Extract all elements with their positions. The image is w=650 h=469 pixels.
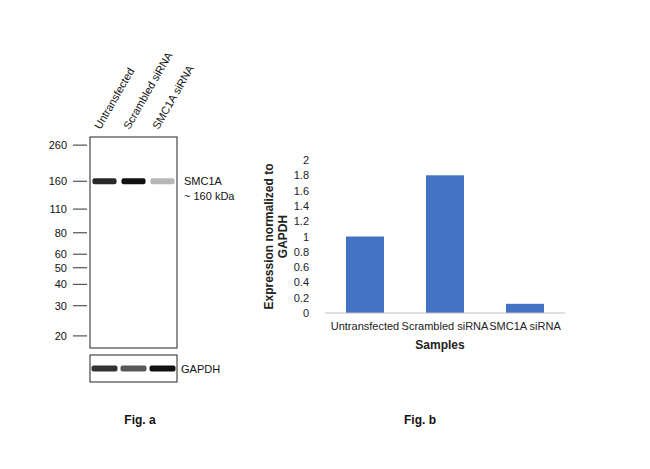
- x-tick-label: Untransfected: [331, 320, 399, 332]
- y-tick-label: 1: [303, 231, 309, 243]
- marker-tick: [73, 232, 87, 233]
- marker-label: 30: [55, 300, 67, 312]
- y-tick: [322, 160, 325, 161]
- target-band: [122, 178, 146, 184]
- loading-band: [150, 366, 176, 372]
- y-tick-label: 0.4: [294, 276, 309, 288]
- y-tick: [322, 205, 325, 206]
- bar: [346, 237, 384, 314]
- y-tick: [322, 236, 325, 237]
- y-tick: [322, 297, 325, 298]
- loading-frame: [90, 355, 177, 382]
- marker-label: 160: [49, 175, 67, 187]
- marker-tick: [73, 209, 87, 210]
- marker-label: 110: [49, 203, 67, 215]
- marker-tick: [73, 284, 87, 285]
- y-tick-label: 0.2: [294, 292, 309, 304]
- y-tick: [322, 175, 325, 176]
- caption: Fig. a: [124, 413, 156, 427]
- lane-label: SMC1A siRNA: [150, 62, 196, 131]
- y-tick: [322, 251, 325, 252]
- y-tick: [322, 221, 325, 222]
- marker-tick: [73, 335, 87, 336]
- y-tick: [322, 190, 325, 191]
- y-tick-label: 1.2: [294, 215, 309, 227]
- y-tick-label: 1.8: [294, 169, 309, 181]
- marker-label: 40: [55, 278, 67, 290]
- target-band: [151, 178, 175, 184]
- loading-band: [92, 366, 118, 372]
- marker-tick: [73, 267, 87, 268]
- y-axis-label: Expression normalized toGAPDH: [262, 163, 290, 309]
- x-tick-label: SMC1A siRNA: [489, 320, 561, 332]
- marker-label: 20: [55, 330, 67, 342]
- loading-label: GAPDH: [181, 363, 220, 375]
- x-axis-label: Samples: [415, 338, 465, 352]
- bar: [426, 175, 464, 313]
- caption: Fig. b: [404, 413, 436, 427]
- bar: [506, 304, 544, 313]
- marker-tick: [73, 145, 87, 146]
- y-axis: [325, 160, 326, 313]
- bars: [346, 175, 544, 313]
- target-band: [93, 178, 117, 184]
- y-tick-label: 0.8: [294, 246, 309, 258]
- size-label: ~ 160 kDa: [184, 190, 235, 202]
- marker-label: 60: [55, 248, 67, 260]
- x-tick-label: Scrambled siRNA: [402, 320, 489, 332]
- y-tick-label: 2: [303, 154, 309, 166]
- marker-tick: [73, 254, 87, 255]
- marker-label: 80: [55, 227, 67, 239]
- marker-tick: [73, 305, 87, 306]
- y-tick: [322, 313, 325, 314]
- marker-tick: [73, 181, 87, 182]
- marker-label: 260: [49, 139, 67, 151]
- y-tick-label: 1.4: [294, 200, 309, 212]
- y-tick: [322, 282, 325, 283]
- marker-label: 50: [55, 262, 67, 274]
- y-axis-label-line: Expression normalized to: [262, 163, 276, 309]
- target-label: SMC1A: [184, 175, 223, 187]
- y-tick: [322, 267, 325, 268]
- loading-band: [121, 366, 147, 372]
- y-tick-label: 1.6: [294, 185, 309, 197]
- blot-frame: [90, 137, 177, 348]
- y-tick-label: 0: [303, 307, 309, 319]
- y-axis-label-line: GAPDH: [276, 215, 290, 258]
- y-tick-label: 0.6: [294, 261, 309, 273]
- x-axis: [325, 313, 565, 314]
